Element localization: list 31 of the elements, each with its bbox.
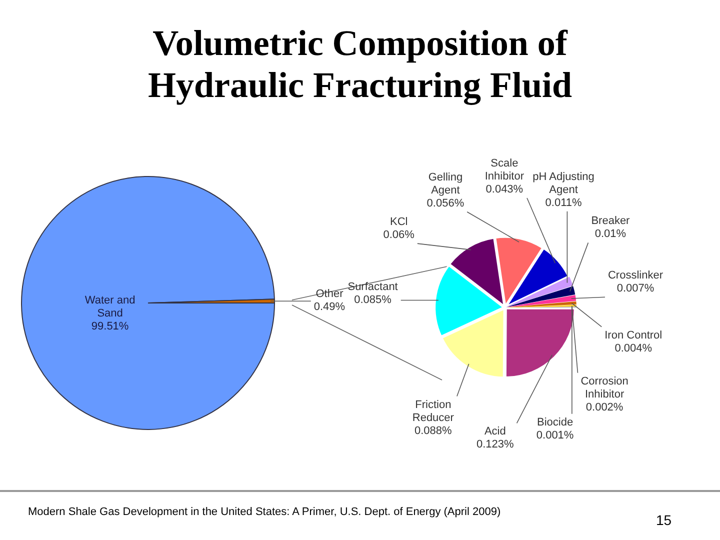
slice-label: Breaker bbox=[591, 215, 630, 228]
slice-label: Crosslinker bbox=[608, 270, 664, 282]
data-label: 0.123% bbox=[476, 438, 514, 451]
slice-label: Friction Reducer bbox=[412, 398, 454, 424]
data-label: 0.002% bbox=[586, 401, 624, 414]
data-label: 0.085% bbox=[354, 294, 392, 306]
chart-title: Volumetric Composition of Hydraulic Fracturing Fluid bbox=[146, 22, 573, 106]
data-label: 0.06% bbox=[383, 229, 415, 242]
slice-label: KCl bbox=[390, 216, 408, 228]
slice-label: Acid bbox=[484, 426, 506, 438]
slice-label: Scale Inhibitor bbox=[484, 158, 524, 183]
data-label: 0.004% bbox=[614, 342, 652, 354]
data-label: 0.49% bbox=[314, 300, 346, 313]
slice-label: Water and Sand bbox=[84, 294, 136, 320]
text: Modern Shale Gas Development in the United States: A Primer, U.S. Dept. of Energy (April 2009) bbox=[28, 506, 501, 518]
data-label: 99.51% bbox=[91, 320, 129, 333]
slice-label: Corrosion Inhibitor bbox=[580, 375, 628, 400]
data-label: 0.088% bbox=[414, 424, 452, 437]
data-label: 0.011% bbox=[545, 196, 582, 209]
data-label: 0.056% bbox=[426, 197, 464, 210]
data-label: 0.01% bbox=[594, 228, 626, 240]
text: 15 bbox=[656, 512, 672, 528]
data-label: 0.001% bbox=[536, 429, 574, 442]
slice-label: Biocide bbox=[537, 416, 574, 428]
slice-label: Iron Control bbox=[604, 329, 662, 342]
data-label: 0.043% bbox=[486, 184, 524, 196]
slice-label: Gelling Agent bbox=[428, 171, 463, 196]
data-label: 0.007% bbox=[616, 282, 654, 295]
slice-label: Other bbox=[316, 288, 344, 300]
slice-label: pH Adjusting Agent bbox=[532, 170, 594, 196]
slice-label: Surfactant bbox=[348, 280, 398, 293]
